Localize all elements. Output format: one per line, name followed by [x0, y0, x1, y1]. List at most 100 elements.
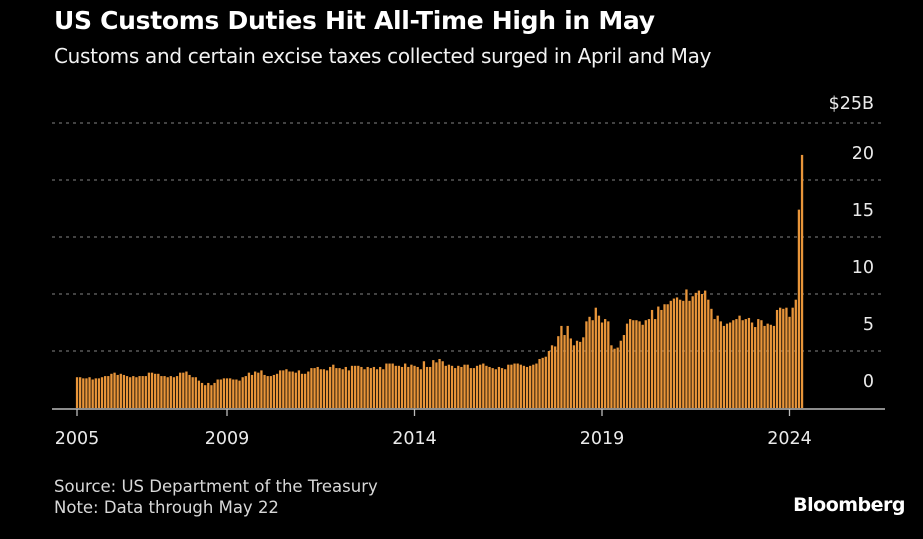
bar [88, 377, 91, 408]
bar [225, 378, 229, 408]
bar [766, 323, 769, 408]
bar [529, 365, 532, 408]
bar [704, 290, 707, 408]
bar [625, 323, 629, 408]
bar [563, 335, 566, 408]
bar [594, 307, 597, 408]
source-note: Source: US Department of the Treasury [54, 477, 378, 496]
bar [279, 370, 282, 408]
bar [769, 324, 772, 408]
bar [344, 366, 347, 408]
bar [797, 209, 801, 408]
bar [432, 360, 435, 408]
bar [560, 325, 563, 408]
bar [663, 304, 666, 408]
bar [238, 380, 241, 408]
bar [341, 369, 344, 408]
bar [357, 365, 360, 408]
bar [416, 366, 419, 408]
bar [785, 307, 788, 408]
bar [354, 365, 357, 408]
bar [744, 319, 747, 408]
bar [525, 366, 529, 408]
bar [304, 373, 307, 408]
bar [425, 366, 429, 408]
bar [422, 361, 426, 408]
bar [644, 320, 647, 408]
bar [129, 377, 132, 408]
bar [694, 292, 697, 408]
bar [369, 368, 372, 408]
bar [791, 307, 794, 408]
bar [329, 366, 332, 408]
bar [700, 294, 704, 408]
bar [125, 376, 129, 408]
bar [575, 340, 579, 408]
bar [104, 376, 107, 408]
bar [97, 378, 101, 408]
bar [710, 308, 713, 408]
bar [263, 374, 266, 408]
bar [300, 373, 304, 408]
bar [441, 361, 444, 408]
bar [522, 365, 526, 408]
bar [325, 370, 329, 408]
bar [657, 306, 660, 408]
bar [163, 376, 166, 408]
bar [297, 370, 301, 408]
bar [213, 382, 216, 408]
bar [285, 369, 288, 408]
bar [650, 309, 654, 408]
bar [747, 317, 751, 408]
bar [457, 365, 460, 408]
bar [266, 376, 269, 408]
bar [591, 320, 594, 408]
bar [619, 340, 622, 408]
bar [516, 363, 519, 408]
bar [463, 364, 466, 408]
y-tick-label: $25B [829, 94, 874, 114]
y-tick-label: 0 [863, 372, 874, 392]
bar [679, 299, 682, 408]
x-tick-label: 2024 [767, 429, 812, 449]
bar [135, 377, 138, 408]
bar [729, 322, 732, 408]
bar [607, 321, 610, 408]
bar [235, 379, 238, 408]
bar [629, 319, 632, 408]
bar [244, 376, 247, 408]
bar [713, 319, 716, 408]
data-note: Note: Data through May 22 [54, 498, 279, 517]
bar [547, 351, 551, 408]
bar [660, 309, 663, 408]
bar [272, 374, 276, 408]
bar [232, 379, 235, 408]
bar [672, 298, 676, 408]
bar [116, 374, 119, 408]
bar [697, 290, 701, 408]
bar [82, 378, 85, 408]
bar [638, 321, 641, 408]
bar [688, 300, 691, 408]
bar [400, 366, 404, 408]
bar [538, 358, 541, 408]
bar [585, 321, 588, 408]
bar [316, 366, 319, 408]
bar [654, 319, 657, 408]
bar [194, 377, 197, 408]
bar [600, 322, 604, 408]
bar [475, 365, 479, 408]
bar [763, 325, 766, 408]
bar [613, 348, 616, 408]
bar [454, 368, 457, 408]
bar [288, 371, 291, 408]
bar [185, 371, 188, 408]
bar [385, 363, 388, 408]
bar [119, 373, 122, 408]
bar [407, 366, 410, 408]
bar [363, 369, 366, 408]
bar [269, 376, 272, 408]
bar [157, 373, 160, 408]
bar [675, 297, 679, 408]
